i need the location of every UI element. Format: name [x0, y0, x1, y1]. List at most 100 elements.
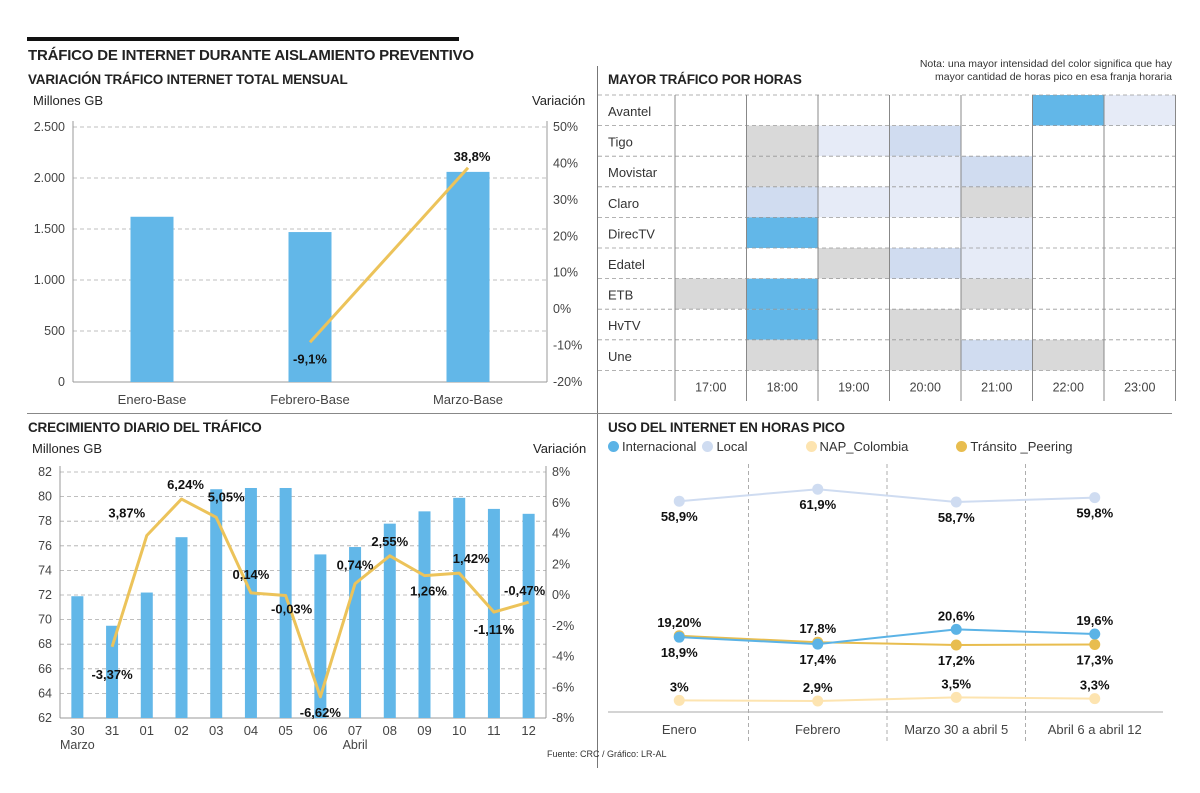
- y-tick-label: 74: [38, 563, 52, 577]
- bar: [446, 171, 490, 382]
- heatmap-cell: [818, 125, 890, 157]
- y-tick-label: 500: [44, 324, 65, 338]
- heatmap-cell: [818, 217, 890, 248]
- bar: [140, 592, 153, 718]
- data-label: 6,24%: [167, 477, 204, 492]
- heatmap-cell: [1032, 339, 1104, 371]
- heatmap-cell: [1104, 339, 1176, 371]
- heatmap-cell: [1104, 309, 1176, 340]
- legend-item-nap-colombia: NAP_Colombia: [805, 439, 908, 454]
- data-label: -1,11%: [474, 622, 515, 637]
- vertical-divider: [597, 66, 598, 768]
- peak-chart-title: USO DEL INTERNET EN HORAS PICO: [608, 420, 845, 435]
- data-label: 61,9%: [799, 497, 836, 512]
- y2-tick-label: 2%: [552, 557, 570, 571]
- data-label: 3,87%: [108, 505, 145, 520]
- heatmap-col-label: 17:00: [695, 380, 726, 394]
- data-point-local: [673, 495, 685, 507]
- heatmap-cell: [1104, 217, 1176, 248]
- data-label: 18,9%: [661, 645, 698, 660]
- data-point-local: [1089, 492, 1101, 504]
- x-tick-label: 08: [383, 723, 397, 738]
- y2-tick-label: -10%: [553, 339, 582, 353]
- heatmap-cell: [746, 186, 818, 218]
- x-tick-label: Enero: [662, 722, 697, 737]
- heatmap-cell: [1032, 186, 1104, 218]
- bar: [453, 497, 466, 718]
- daily-ylabel: Millones GB: [32, 441, 103, 456]
- series-line-internacional: [679, 628, 1095, 646]
- data-label: -6,62%: [300, 705, 342, 720]
- bar: [210, 489, 223, 718]
- x-group-label: Abril: [343, 738, 368, 752]
- legend-swatch-internacional: [608, 441, 619, 452]
- monthly-y2label: Variación: [532, 93, 586, 108]
- heatmap-row-label: Claro: [608, 196, 639, 211]
- y-tick-label: 76: [38, 539, 52, 553]
- data-point-internacional: [673, 631, 685, 643]
- heatmap-cell: [889, 309, 961, 340]
- y2-tick-label: 10%: [553, 266, 578, 280]
- heatmap-cell: [675, 309, 747, 340]
- data-label: 0,14%: [232, 567, 269, 582]
- x-tick-label: 06: [313, 723, 327, 738]
- heatmap-cell: [675, 156, 747, 187]
- heatmap-col-label: 22:00: [1053, 380, 1084, 394]
- heatmap-cell: [889, 339, 961, 371]
- x-tick-label: 07: [348, 723, 362, 738]
- heatmap-cell: [961, 248, 1033, 279]
- variation-line: [110, 497, 530, 699]
- data-point-internacional: [812, 638, 824, 650]
- heatmap-cell: [1032, 248, 1104, 279]
- x-tick-label: Marzo 30 a abril 5: [904, 722, 1008, 737]
- heatmap-cell: [1032, 156, 1104, 187]
- heatmap-cell: [889, 248, 961, 279]
- heatmap-cell: [961, 278, 1033, 310]
- heatmap-cell: [961, 95, 1033, 126]
- source-note: Fuente: CRC / Gráfico: LR-AL: [547, 749, 667, 759]
- y-tick-label: 72: [38, 588, 52, 602]
- heatmap-cell: [961, 217, 1033, 248]
- bar: [418, 511, 431, 718]
- data-label: 20,6%: [938, 608, 975, 623]
- bar: [349, 547, 362, 718]
- heatmap-cell: [1104, 278, 1176, 310]
- data-label: 58,7%: [938, 510, 975, 525]
- data-point-nap_colombia: [812, 695, 824, 707]
- series-line-nap_colombia: [679, 696, 1095, 703]
- heatmap-cell: [1032, 217, 1104, 248]
- y2-tick-label: -2%: [552, 619, 574, 633]
- data-label: 0,74%: [337, 558, 374, 573]
- heatmap-cell: [818, 248, 890, 279]
- legend-swatch-nap-colombia: [805, 441, 817, 452]
- heatmap-cell: [818, 339, 890, 371]
- y2-tick-label: 0%: [552, 588, 570, 602]
- title-rule: [27, 37, 459, 41]
- data-label: -3,37%: [91, 667, 133, 682]
- x-tick-label: 09: [417, 723, 431, 738]
- data-label: -0,03%: [271, 601, 313, 616]
- y2-tick-label: 8%: [552, 465, 570, 479]
- heatmap-cell: [746, 309, 818, 340]
- heatmap-cell: [818, 309, 890, 340]
- peak-chart: Enero Febrero Marzo 30 a abril 5 Abril 6 a …: [608, 464, 1163, 743]
- y2-tick-label: 4%: [552, 527, 570, 541]
- monthly-chart: 0 500 1.000 1.500 2.000 2.500 -20% -10% 0% 10% 20%…: [34, 120, 582, 407]
- y-tick-label: 64: [38, 686, 52, 700]
- data-label: 58,9%: [661, 509, 698, 524]
- bar: [314, 554, 327, 718]
- x-tick-label: 11: [487, 723, 501, 738]
- legend-label: Local: [716, 439, 748, 454]
- x-tick-label: 10: [452, 723, 466, 738]
- data-label: 3%: [670, 679, 689, 694]
- x-tick-label: 03: [209, 723, 223, 738]
- heatmap-cell: [675, 95, 747, 126]
- heatmap-cell: [746, 339, 818, 371]
- data-label: 17,8%: [799, 621, 836, 636]
- heatmap-cell: [746, 125, 818, 157]
- heatmap-cell: [746, 278, 818, 310]
- y-tick-label: 80: [38, 490, 52, 504]
- hours-heatmap: Avantel Tigo Movistar Claro DirecTV Edatel ETB…: [598, 94, 1176, 401]
- heatmap-col-label: 21:00: [981, 380, 1012, 394]
- heatmap-cell: [961, 309, 1033, 340]
